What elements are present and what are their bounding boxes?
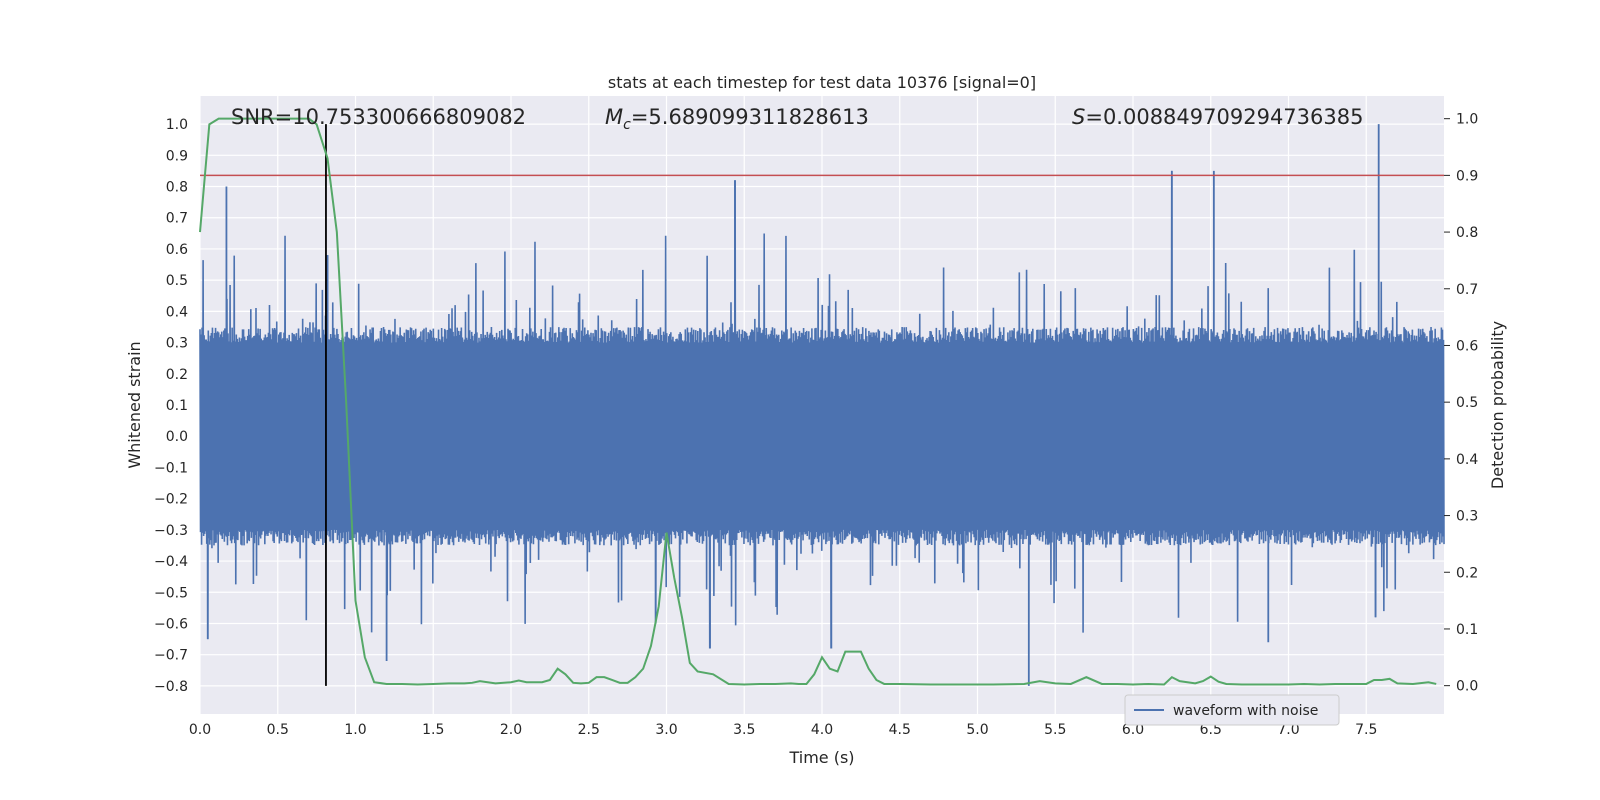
right-tick-label: 0.0 bbox=[1456, 679, 1478, 695]
x-tick-label: 5.0 bbox=[966, 722, 988, 738]
y-tick-label: −0.6 bbox=[154, 616, 188, 632]
right-tick-label: 0.6 bbox=[1456, 338, 1478, 354]
x-tick-label: 7.5 bbox=[1355, 722, 1377, 738]
chart-title: stats at each timestep for test data 103… bbox=[608, 73, 1036, 92]
s-symbol: S bbox=[1072, 105, 1085, 129]
waveform-series bbox=[199, 124, 1445, 686]
right-tick-label: 0.4 bbox=[1456, 452, 1478, 468]
legend-box bbox=[1124, 694, 1340, 726]
y-tick-label: −0.7 bbox=[154, 648, 188, 664]
x-tick-label: 2.0 bbox=[500, 722, 522, 738]
x-tick-label: 7.0 bbox=[1277, 722, 1299, 738]
mc-value: =5.689099311828613 bbox=[631, 105, 869, 129]
x-tick-label: 1.0 bbox=[344, 722, 366, 738]
probability-line bbox=[199, 117, 1437, 686]
y-tick-label: 1.0 bbox=[166, 117, 188, 133]
y-tick-label: 0.8 bbox=[166, 180, 188, 196]
waveform-line bbox=[199, 170, 1445, 649]
mc-annotation: Mc=5.689099311828613 bbox=[605, 105, 869, 133]
y-tick-label: 0.1 bbox=[166, 398, 188, 414]
legend: waveform with noise bbox=[1124, 694, 1340, 726]
y-axis-label: Whitened strain bbox=[125, 341, 144, 468]
mc-symbol: M bbox=[605, 105, 623, 129]
y-tick-label: −0.8 bbox=[154, 679, 188, 695]
x-tick-label: 0.0 bbox=[189, 722, 211, 738]
right-tick-label: 0.3 bbox=[1456, 509, 1478, 525]
y-tick-label: 0.9 bbox=[166, 148, 188, 164]
x-tick-label: 2.5 bbox=[578, 722, 600, 738]
probability-series bbox=[199, 117, 1437, 686]
right-tick-label: 0.1 bbox=[1456, 622, 1478, 638]
y-tick-label: 0.4 bbox=[166, 304, 188, 320]
x-tick-label: 0.5 bbox=[267, 722, 289, 738]
y-tick-label: −0.5 bbox=[154, 585, 188, 601]
tick-labels: 0.0 0.5 1.0 1.5 2.0 2.5 3.0 3.5 4.0 4.5 5.0 5.5 6.0 6… bbox=[154, 112, 1478, 738]
y-tick-label: −0.1 bbox=[154, 460, 188, 476]
legend-label-waveform: waveform with noise bbox=[1173, 703, 1318, 719]
overlay-lines bbox=[200, 124, 1444, 686]
s-value: =0.008849709294736385 bbox=[1085, 105, 1363, 129]
y-axis-label-right: Detection probability bbox=[1488, 321, 1507, 489]
y-tick-label: −0.2 bbox=[154, 492, 188, 508]
right-tick-label: 0.5 bbox=[1456, 395, 1478, 411]
right-tick-label: 0.8 bbox=[1456, 225, 1478, 241]
x-axis-label: Time (s) bbox=[788, 748, 854, 767]
x-tick-label: 6.0 bbox=[1122, 722, 1144, 738]
y-tick-label: −0.3 bbox=[154, 523, 188, 539]
right-tick-label: 1.0 bbox=[1456, 112, 1478, 128]
right-tick-label: 0.2 bbox=[1456, 565, 1478, 581]
x-tick-label: 3.5 bbox=[733, 722, 755, 738]
x-tick-label: 5.5 bbox=[1044, 722, 1066, 738]
right-tick-label: 0.9 bbox=[1456, 168, 1478, 184]
y-tick-label: 0.7 bbox=[166, 211, 188, 227]
mc-subscript: c bbox=[623, 117, 631, 133]
y-tick-label: 0.0 bbox=[166, 429, 188, 445]
y-tick-label: −0.4 bbox=[154, 554, 188, 570]
y-tick-label: 0.5 bbox=[166, 273, 188, 289]
s-annotation: S=0.008849709294736385 bbox=[1072, 105, 1363, 129]
x-tick-label: 6.5 bbox=[1200, 722, 1222, 738]
y-tick-label: 0.2 bbox=[166, 367, 188, 383]
snr-annotation: SNR=10.753300666809082 bbox=[231, 105, 526, 129]
x-tick-label: 4.5 bbox=[889, 722, 911, 738]
x-tick-label: 1.5 bbox=[422, 722, 444, 738]
y-tick-label: 0.6 bbox=[166, 242, 188, 258]
x-tick-label: 4.0 bbox=[811, 722, 833, 738]
y-tick-label: 0.3 bbox=[166, 336, 188, 352]
right-tick-label: 0.7 bbox=[1456, 282, 1478, 298]
x-tick-label: 3.0 bbox=[655, 722, 677, 738]
